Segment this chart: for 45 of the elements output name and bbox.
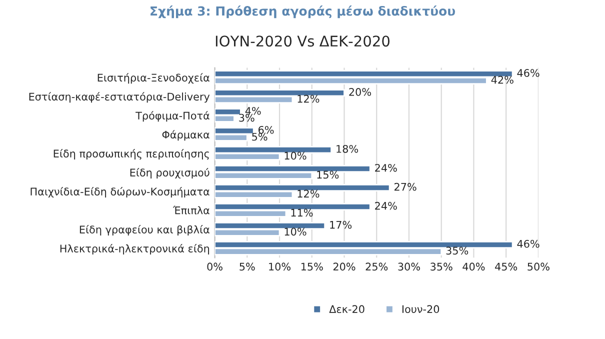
chart-subtitle: ΙΟΥΝ-2020 Vs ΔΕΚ-2020 [216,36,390,47]
x-tick-label: 50% [528,262,550,271]
data-label: 46% [517,69,540,77]
data-label: 6% [258,126,274,134]
data-label: 3% [239,114,254,122]
data-label: 42% [491,76,514,84]
data-label: 18% [336,144,358,153]
chart-title: Σχήμα 3: Πρόθεση αγοράς μέσω διαδικτύου [150,6,455,18]
data-label: 10% [284,152,306,160]
data-label: 5% [252,132,268,141]
x-tick-label: 40% [462,262,485,271]
x-tick-label: 0% [207,262,222,271]
data-label: 10% [284,228,306,236]
x-tick-label: 45% [495,262,518,271]
data-label: 27% [394,182,416,191]
x-tick-label: 25% [366,262,388,271]
data-label: 24% [375,202,397,210]
y-tick-label: Τρόφιμα-Ποτά [136,111,210,122]
y-tick-label: Ηλεκτρικά-ηλεκτρονικά είδη [60,244,210,254]
y-tick-label: Παιχνίδια-Είδη δώρων-Κοσμήματα [30,187,210,198]
legend-label: Ιουν-20 [402,305,440,314]
y-tick-label: Είδη ρουχισμού [130,168,210,179]
x-tick-label: 30% [398,262,420,271]
x-tick-label: 10% [269,262,291,271]
x-tick-label: 35% [430,262,452,271]
y-tick-label: Είδη γραφείου και βιβλία [80,225,210,236]
data-label: 46% [517,240,540,248]
y-tick-label: Φάρμακα [162,130,210,141]
data-label: 4% [245,106,261,115]
x-tick-label: 20% [333,262,356,271]
y-tick-label: Είδη προσωπικής περιποίησης [54,149,209,160]
data-label: 12% [298,190,320,198]
data-label: 17% [330,220,352,229]
data-label: 20% [349,88,371,96]
x-tick-label: 5% [240,262,255,271]
y-tick-label: Έπιπλα [172,206,210,214]
legend-label: Δεκ-20 [329,305,364,314]
data-label: 24% [375,164,397,172]
data-label: 11% [291,208,313,217]
y-tick-label: Εισιτήρια-Ξενοδοχεία [98,73,210,84]
y-tick-label: Εστίαση-καφέ-εστιατόρια-Delivery [29,92,210,103]
data-label: 12% [298,94,320,103]
data-label: 15% [317,170,339,179]
x-tick-label: 15% [301,262,323,271]
data-label: 35% [446,246,468,255]
